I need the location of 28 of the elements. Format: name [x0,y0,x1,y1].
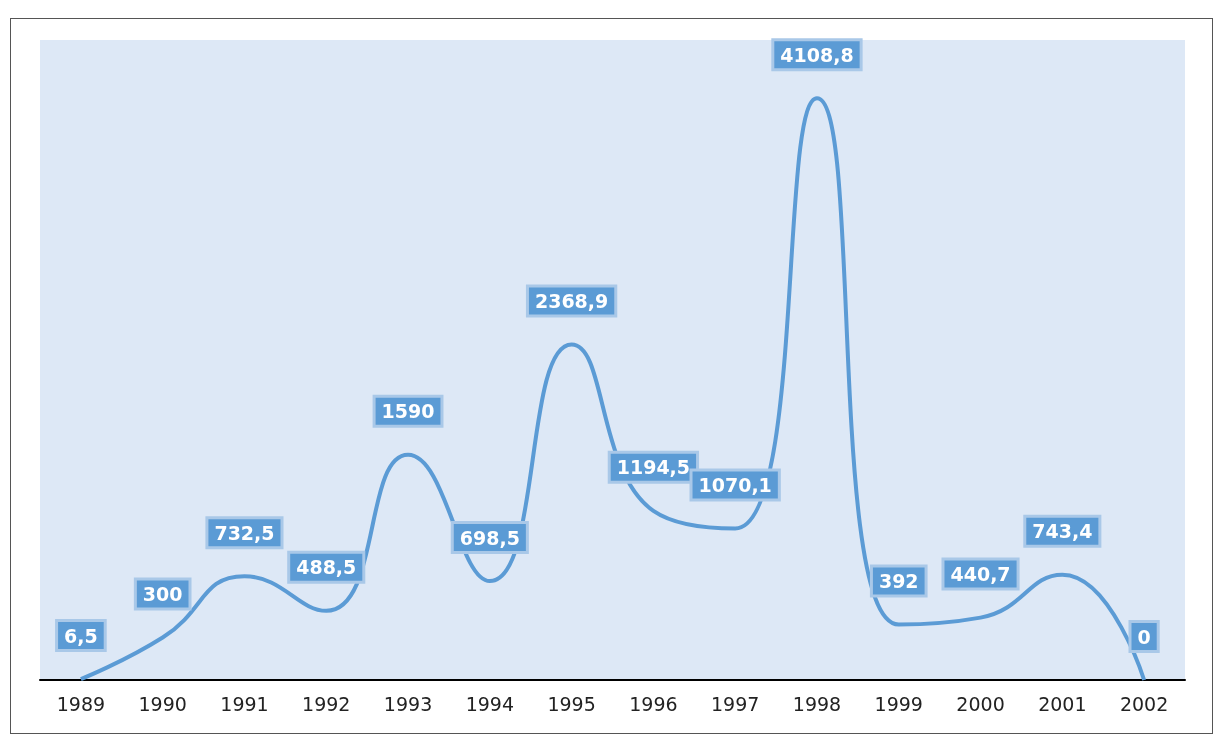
x-tick-label: 1990 [138,692,187,715]
data-label: 440,7 [950,563,1011,586]
data-label: 300 [142,583,183,606]
x-tick-label: 1992 [302,692,351,715]
data-label: 6,5 [64,624,98,647]
x-tick-label: 1993 [383,692,433,715]
data-label: 698,5 [459,526,520,549]
data-label: 1194,5 [616,456,691,479]
data-label: 488,5 [296,556,357,579]
x-tick-label: 2001 [1038,692,1087,715]
data-label: 743,4 [1032,520,1093,543]
data-label: 4108,8 [780,43,854,66]
data-label: 0 [1137,625,1151,648]
x-tick-label: 1994 [465,692,514,715]
x-tick-label: 2000 [956,692,1005,715]
x-tick-label: 1997 [711,692,760,715]
data-label: 732,5 [214,521,275,544]
x-tick-label: 1999 [874,692,923,715]
data-label: 1590 [381,400,435,423]
x-tick-label: 1996 [629,692,678,715]
x-tick-label: 1991 [220,692,269,715]
x-tick-label: 1998 [792,692,842,715]
data-label: 2368,9 [534,290,609,313]
data-label: 392 [878,569,919,592]
data-label: 1070,1 [698,473,772,496]
x-tick-label: 1989 [56,692,106,715]
x-tick-label: 1995 [547,692,596,715]
x-tick-label: 2002 [1119,692,1169,715]
